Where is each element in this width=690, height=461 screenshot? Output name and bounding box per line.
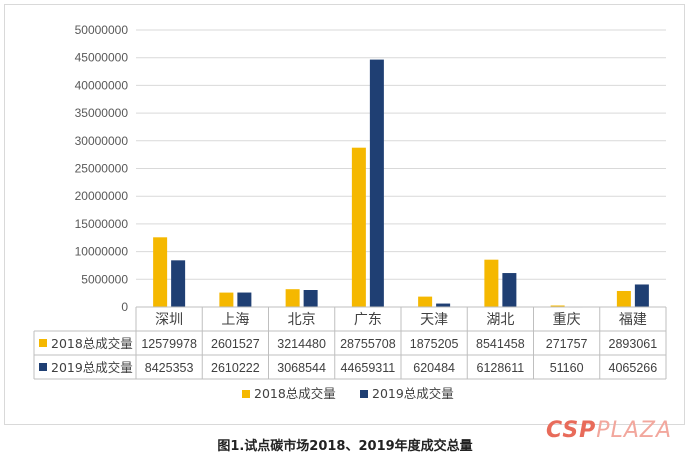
- y-tick-label: 10000000: [75, 245, 129, 259]
- data-label: 12579978: [141, 337, 197, 351]
- watermark-part2: PLAZA: [596, 418, 672, 443]
- y-tick-label: 30000000: [75, 134, 129, 148]
- bar: [171, 260, 186, 307]
- data-label: 44659311: [341, 361, 396, 375]
- bar: [436, 303, 451, 307]
- data-label: 4065266: [609, 361, 658, 375]
- category-label: 北京: [288, 312, 316, 328]
- y-tick-label: 15000000: [75, 217, 129, 231]
- category-label: 天津: [420, 312, 448, 328]
- data-label: 271757: [546, 337, 588, 351]
- y-tick-label: 20000000: [75, 189, 129, 203]
- bar-chart: 0 5000000 10000000 15000000 20000000 25000000…: [33, 23, 667, 401]
- data-label: 3068544: [277, 361, 326, 375]
- data-label: 28755708: [340, 337, 396, 351]
- table-series-swatch: [39, 363, 47, 371]
- y-tick-label: 25000000: [75, 162, 129, 176]
- bar: [418, 296, 433, 307]
- data-label: 8425353: [145, 361, 194, 375]
- data-label: 1875205: [410, 337, 459, 351]
- legend-swatch: [242, 390, 250, 398]
- legend-label: 2019总成交量: [372, 386, 454, 401]
- category-label: 福建: [619, 312, 647, 328]
- data-label: 51160: [550, 361, 584, 375]
- legend-label: 2018总成交量: [254, 386, 336, 401]
- bar: [237, 292, 252, 307]
- y-tick-label: 35000000: [75, 106, 129, 120]
- data-label: 6128611: [477, 361, 525, 375]
- bar: [369, 59, 384, 307]
- table-series-label: 2019总成交量: [51, 360, 133, 375]
- table-series-swatch: [39, 339, 47, 347]
- watermark-part1: CSP: [545, 418, 597, 443]
- bar: [616, 290, 631, 307]
- chart-frame: 0 5000000 10000000 15000000 20000000 25000000…: [4, 4, 685, 425]
- bar: [484, 259, 499, 307]
- y-tick-label: 0: [121, 300, 128, 314]
- bar: [303, 290, 318, 307]
- bar: [153, 237, 168, 307]
- legend-swatch: [360, 390, 368, 398]
- y-tick-label: 5000000: [81, 272, 128, 286]
- table-series-label: 2018总成交量: [51, 336, 133, 351]
- category-label: 深圳: [155, 312, 183, 328]
- bar: [351, 147, 366, 307]
- data-label: 8541458: [476, 337, 525, 351]
- figure-caption: 图1.试点碳市场2018、2019年度成交总量: [217, 439, 473, 454]
- data-label: 2610222: [211, 361, 260, 375]
- category-label: 湖北: [486, 312, 514, 328]
- category-label: 广东: [354, 312, 382, 328]
- bar: [219, 292, 234, 307]
- bar: [634, 284, 649, 307]
- y-tick-label: 45000000: [75, 51, 129, 65]
- y-tick-label: 50000000: [75, 23, 129, 37]
- watermark-logo: CSPPLAZA: [546, 418, 672, 443]
- y-tick-label: 40000000: [75, 78, 129, 92]
- data-label: 620484: [413, 361, 455, 375]
- data-label: 2601527: [211, 337, 260, 351]
- data-label: 3214480: [277, 337, 326, 351]
- category-label: 上海: [221, 312, 249, 328]
- data-label: 2893061: [609, 337, 658, 351]
- bar: [285, 289, 300, 307]
- bar: [550, 305, 565, 307]
- category-label: 重庆: [553, 312, 581, 328]
- bar: [502, 273, 517, 307]
